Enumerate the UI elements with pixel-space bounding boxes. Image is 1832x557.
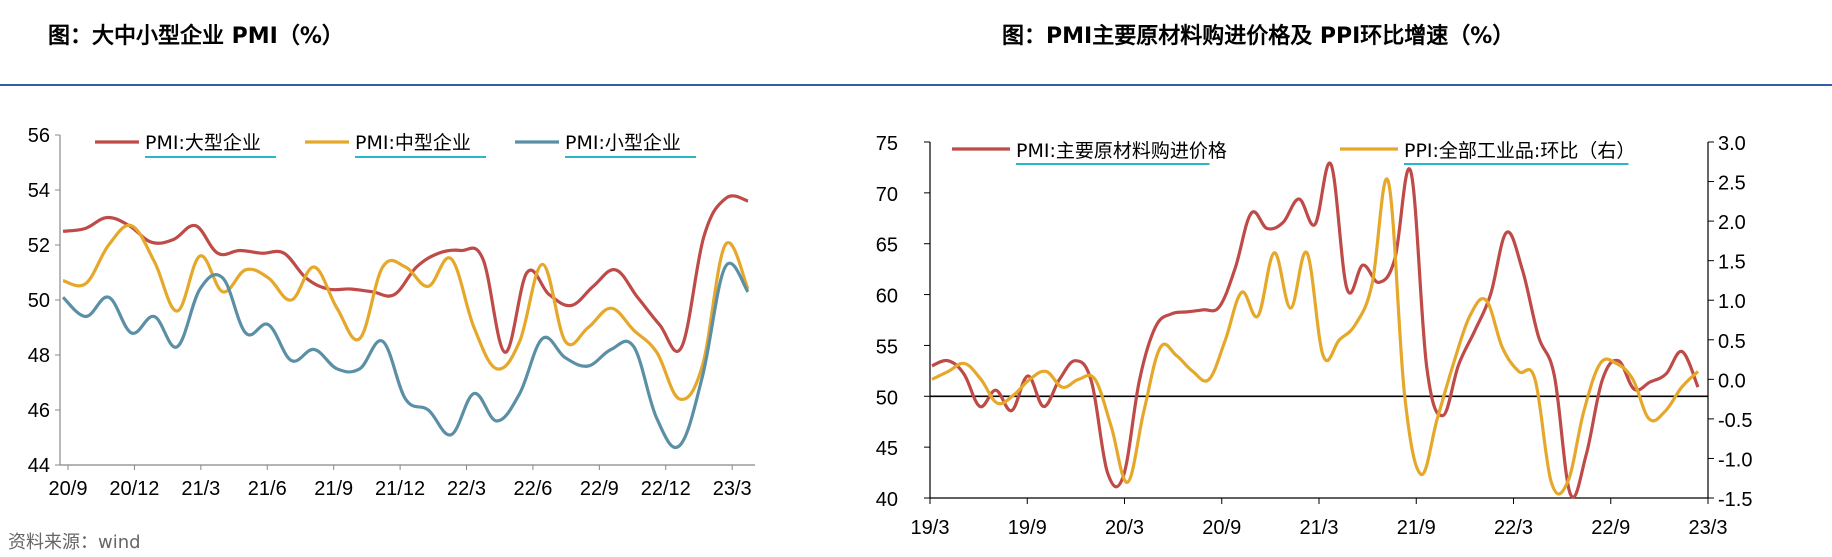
x-tick-label: 19/3 xyxy=(911,517,950,539)
x-tick-label: 20/9 xyxy=(49,478,88,500)
right-y-tick-label: -0.5 xyxy=(1718,410,1752,432)
x-tick-label: 22/3 xyxy=(1494,517,1533,539)
left-y-tick-label: 60 xyxy=(876,286,898,308)
x-tick-label: 23/3 xyxy=(713,478,752,500)
x-tick-label: 21/9 xyxy=(1397,517,1436,539)
legend-label-1: PMI:大型企业 xyxy=(145,132,261,154)
series-line-1 xyxy=(931,161,1700,499)
header-divider xyxy=(0,84,1832,86)
right-y-tick-label: 0.5 xyxy=(1718,331,1746,353)
left-y-tick-label: 70 xyxy=(876,184,898,206)
right-y-tick-label: -1.0 xyxy=(1718,449,1752,471)
x-tick-label: 21/3 xyxy=(1300,517,1339,539)
left-y-tick-label: 75 xyxy=(876,133,898,155)
right-chart-title: 图：PMI主要原材料购进价格及 PPI环比增速（%） xyxy=(1002,24,1515,49)
x-tick-label: 21/9 xyxy=(314,478,353,500)
right-y-tick-label: -1.5 xyxy=(1718,489,1752,511)
x-tick-label: 21/6 xyxy=(248,478,287,500)
right-y-tick-label: 2.5 xyxy=(1718,173,1746,195)
x-tick-label: 20/3 xyxy=(1105,517,1144,539)
left-y-tick-label: 50 xyxy=(876,387,898,409)
y-tick-label: 54 xyxy=(28,180,50,202)
y-tick-label: 48 xyxy=(28,345,50,367)
y-tick-label: 52 xyxy=(28,235,50,257)
x-tick-label: 22/12 xyxy=(641,478,691,500)
x-tick-label: 22/9 xyxy=(580,478,619,500)
series-line-2 xyxy=(931,177,1700,496)
x-tick-label: 20/12 xyxy=(109,478,159,500)
x-tick-label: 21/3 xyxy=(181,478,220,500)
left-y-tick-label: 40 xyxy=(876,489,898,511)
x-tick-label: 19/9 xyxy=(1008,517,1047,539)
series-line-3 xyxy=(61,261,750,449)
enterprise-pmi-chart: 44 46 48 50 52 54 56 20/9 20/12 21/3 21/6 21/9 21/12… xyxy=(28,125,755,500)
left-y-tick-label: 45 xyxy=(876,438,898,460)
legend-label-2: PPI:全部工业品:环比（右） xyxy=(1404,140,1635,162)
y-tick-label: 44 xyxy=(28,455,50,477)
left-chart-title: 图：大中小型企业 PMI（%） xyxy=(48,24,344,49)
right-y-tick-label: 2.0 xyxy=(1718,212,1746,234)
x-tick-label: 22/6 xyxy=(513,478,552,500)
y-tick-label: 56 xyxy=(28,125,50,147)
series-line-1 xyxy=(62,194,749,354)
right-y-tick-label: 1.5 xyxy=(1718,252,1746,274)
left-y-tick-label: 55 xyxy=(876,336,898,358)
x-tick-label: 23/3 xyxy=(1689,517,1728,539)
x-tick-label: 22/9 xyxy=(1591,517,1630,539)
left-y-tick-label: 65 xyxy=(876,235,898,257)
series-line-2 xyxy=(62,223,750,402)
data-source-note: 资料来源：wind xyxy=(8,532,141,553)
x-tick-label: 20/9 xyxy=(1202,517,1241,539)
y-tick-label: 46 xyxy=(28,400,50,422)
right-y-tick-label: 0.0 xyxy=(1718,370,1746,392)
legend-label-2: PMI:中型企业 xyxy=(355,132,471,154)
y-tick-label: 50 xyxy=(28,290,50,312)
legend-label-1: PMI:主要原材料购进价格 xyxy=(1016,140,1227,162)
input-price-ppi-chart: 40 45 50 55 60 65 70 75 -1.5 -1.0 -0.5 0.0 0.5 1.0 1.5… xyxy=(876,133,1753,539)
right-y-tick-label: 3.0 xyxy=(1718,133,1746,155)
right-y-tick-label: 1.0 xyxy=(1718,291,1746,313)
x-tick-label: 22/3 xyxy=(447,478,486,500)
x-tick-label: 21/12 xyxy=(375,478,425,500)
legend-label-3: PMI:小型企业 xyxy=(565,132,681,154)
